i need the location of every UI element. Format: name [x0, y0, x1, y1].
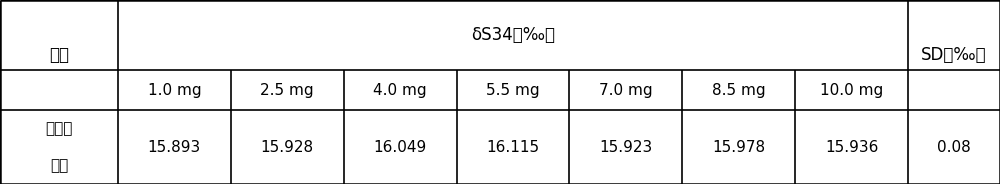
Text: 5.5 mg: 5.5 mg [486, 83, 540, 98]
Text: 1.0 mg: 1.0 mg [148, 83, 201, 98]
Text: 景观河: 景观河 [45, 121, 73, 136]
Text: 样品: 样品 [49, 46, 69, 64]
Text: 15.978: 15.978 [712, 140, 765, 155]
Text: 4.0 mg: 4.0 mg [373, 83, 427, 98]
Text: SD（‰）: SD（‰） [921, 46, 987, 64]
Text: 0.08: 0.08 [937, 140, 971, 155]
Text: 10.0 mg: 10.0 mg [820, 83, 883, 98]
Text: 7.0 mg: 7.0 mg [599, 83, 653, 98]
Text: 道水: 道水 [50, 158, 68, 173]
Text: 8.5 mg: 8.5 mg [712, 83, 766, 98]
Text: 15.928: 15.928 [261, 140, 314, 155]
Text: 2.5 mg: 2.5 mg [260, 83, 314, 98]
Text: δS34（‰）: δS34（‰） [471, 26, 555, 44]
Text: 16.115: 16.115 [486, 140, 540, 155]
Text: 15.923: 15.923 [599, 140, 652, 155]
Text: 15.936: 15.936 [825, 140, 878, 155]
Text: 15.893: 15.893 [148, 140, 201, 155]
Text: 16.049: 16.049 [374, 140, 427, 155]
